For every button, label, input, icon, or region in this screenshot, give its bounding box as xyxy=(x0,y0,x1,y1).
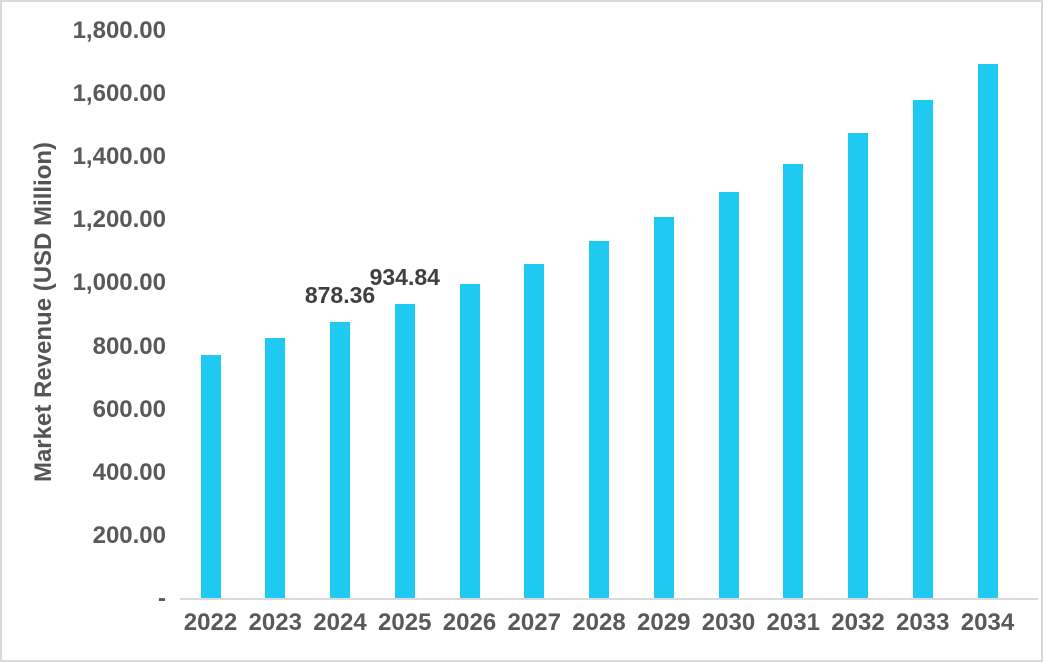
y-tick-label: 200.00 xyxy=(92,521,166,549)
x-tick-label-2023: 2023 xyxy=(248,609,302,636)
bar-2023 xyxy=(265,338,286,599)
data-label-2024: 878.36 xyxy=(304,281,376,308)
x-tick-label-2033: 2033 xyxy=(896,609,950,636)
bar-2031 xyxy=(783,163,804,599)
bar-2027 xyxy=(524,264,545,599)
bar-2024 xyxy=(330,321,350,599)
x-tick-label-2030: 2030 xyxy=(701,609,756,636)
x-tick-label-2031: 2031 xyxy=(766,609,820,636)
y-tick-label: 1,200.00 xyxy=(72,206,166,234)
y-tick-label: 800.00 xyxy=(92,332,166,360)
bar-2026 xyxy=(459,284,480,599)
bar-2032 xyxy=(848,132,868,599)
x-tick-label-2022: 2022 xyxy=(183,609,238,636)
x-tick-label-2027: 2027 xyxy=(507,609,561,636)
bar-2029 xyxy=(653,217,674,599)
x-tick-label-2032: 2032 xyxy=(831,609,885,636)
bar-2025 xyxy=(394,304,415,599)
x-tick-label-2024: 2024 xyxy=(313,609,367,636)
y-tick-label: 400.00 xyxy=(92,458,166,486)
y-tick-label: 600.00 xyxy=(92,395,166,423)
plot-area xyxy=(180,31,1038,599)
bar-2034 xyxy=(977,63,998,599)
y-tick-label: - xyxy=(158,585,166,612)
y-tick-label: 1,400.00 xyxy=(72,143,166,171)
x-tick-label-2034: 2034 xyxy=(960,609,1015,636)
bar-2033 xyxy=(912,100,933,599)
y-tick-label: 1,800.00 xyxy=(72,17,166,44)
x-tick-label-2028: 2028 xyxy=(572,609,626,636)
x-tick-label-2029: 2029 xyxy=(637,609,691,636)
bar-2028 xyxy=(589,241,609,599)
y-axis-title: Market Revenue (USD Million) xyxy=(30,141,57,483)
y-tick-label: 1,600.00 xyxy=(72,80,166,108)
y-tick-label: 1,000.00 xyxy=(72,269,166,297)
data-label-2025: 934.84 xyxy=(369,264,440,290)
x-tick-label-2025: 2025 xyxy=(378,609,432,636)
bar-2022 xyxy=(200,355,221,599)
x-tick-label-2026: 2026 xyxy=(442,609,497,636)
bar-2030 xyxy=(718,191,739,599)
x-axis-line xyxy=(180,598,1038,600)
